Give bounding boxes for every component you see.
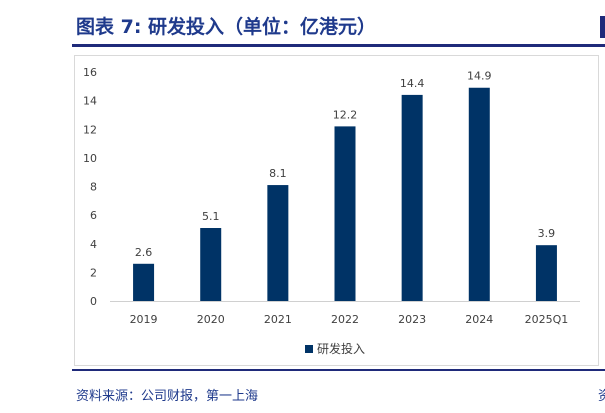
- source-rule: [72, 369, 605, 371]
- x-tick-label-2024: 2024: [465, 313, 493, 326]
- x-tick-label-2021: 2021: [264, 313, 292, 326]
- adjacent-panel-edge: [600, 16, 605, 38]
- data-label-2021: 8.1: [269, 167, 287, 180]
- bar-2021: [267, 185, 289, 301]
- y-tick-label: 12: [83, 123, 97, 136]
- data-label-2024: 14.9: [467, 70, 492, 83]
- x-tick-label-2025Q1: 2025Q1: [525, 313, 569, 326]
- y-tick-label: 2: [90, 266, 97, 279]
- bar-2023: [401, 94, 423, 302]
- bar-2020: [200, 228, 222, 301]
- y-tick-label: 14: [83, 95, 97, 108]
- data-label-2025Q1: 3.9: [538, 227, 556, 240]
- data-label-2019: 2.6: [135, 246, 153, 259]
- y-tick-label: 8: [90, 181, 97, 194]
- x-tick-label-2020: 2020: [197, 313, 225, 326]
- title-rule: [72, 44, 605, 47]
- x-tick-label-2019: 2019: [130, 313, 158, 326]
- x-tick-label-2022: 2022: [331, 313, 359, 326]
- x-tick-label-2023: 2023: [398, 313, 426, 326]
- y-tick-label: 0: [90, 295, 97, 308]
- data-label-2022: 12.2: [333, 108, 358, 121]
- legend-label: 研发投入: [317, 342, 366, 356]
- bar-2019: [133, 263, 155, 301]
- chart-frame: 0 2 4 6 8 10 12 14 16 2.6 2019 5.1 2020 8.1 2021 12.2 20…: [74, 55, 599, 366]
- figure-title: 图表 7: 研发投入（单位：亿港元）: [76, 16, 377, 38]
- y-tick-label: 16: [83, 66, 97, 79]
- y-tick-label: 6: [90, 209, 97, 222]
- adjacent-panel-edge-text: 资: [598, 389, 605, 401]
- legend-swatch: [305, 344, 313, 353]
- y-tick-label: 10: [83, 152, 97, 165]
- data-label-2023: 14.4: [400, 77, 425, 90]
- bar-2022: [334, 126, 356, 301]
- data-label-2020: 5.1: [202, 210, 220, 223]
- source-note: 资料来源：公司财报，第一上海: [76, 389, 259, 404]
- bar-chart: 0 2 4 6 8 10 12 14 16 2.6 2019 5.1 2020 8.1 2021 12.2 20…: [83, 66, 580, 326]
- bar-2024: [468, 87, 490, 302]
- bar-2025Q1: [535, 245, 557, 301]
- legend: 研发投入: [305, 340, 365, 357]
- y-tick-label: 4: [90, 238, 97, 251]
